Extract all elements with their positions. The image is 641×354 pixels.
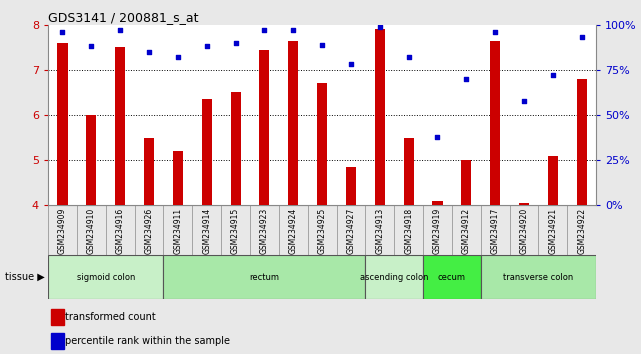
Point (201, 44, 212, 49)
Text: GSM234924: GSM234924 (288, 208, 298, 254)
Text: GSM234920: GSM234920 (519, 208, 529, 254)
Text: rectum: rectum (249, 273, 279, 281)
Bar (144, 138, 154, 205)
Text: cecum: cecum (438, 273, 466, 281)
Text: GSM234917: GSM234917 (490, 208, 500, 254)
Text: sigmoid colon: sigmoid colon (76, 273, 135, 281)
Text: tissue ▶: tissue ▶ (5, 272, 45, 282)
Text: GSM234912: GSM234912 (462, 208, 471, 254)
Bar (115, 47, 125, 205)
Text: GSM234916: GSM234916 (115, 208, 125, 254)
Bar (51, 309, 64, 325)
Bar (375, 29, 385, 205)
Bar (433, 201, 442, 205)
Bar (231, 92, 240, 205)
Point (230, 40, 240, 46)
Bar (87, 115, 96, 205)
Bar (48, 255, 163, 299)
Bar (404, 138, 413, 205)
Text: GDS3141 / 200881_s_at: GDS3141 / 200881_s_at (48, 11, 199, 24)
Bar (519, 203, 529, 205)
Text: GSM234913: GSM234913 (375, 208, 385, 254)
Bar (58, 43, 67, 205)
Bar (202, 99, 212, 205)
Point (461, 76, 471, 82)
Text: GSM234915: GSM234915 (231, 208, 240, 254)
Bar (481, 255, 596, 299)
Point (86, 44, 96, 49)
Text: GSM234926: GSM234926 (144, 208, 154, 254)
Text: GSM234911: GSM234911 (173, 208, 183, 254)
Bar (490, 41, 500, 205)
Bar (173, 151, 183, 205)
Text: ascending colon: ascending colon (360, 273, 428, 281)
Text: GSM234923: GSM234923 (260, 208, 269, 254)
Bar (163, 255, 365, 299)
Point (374, 24, 385, 29)
Text: percentile rank within the sample: percentile rank within the sample (65, 336, 229, 346)
Bar (51, 333, 64, 349)
Bar (548, 156, 558, 205)
Point (404, 55, 414, 60)
Text: GSM234925: GSM234925 (317, 208, 327, 254)
Point (576, 35, 587, 40)
Bar (577, 79, 587, 205)
Point (115, 27, 125, 33)
Bar (288, 41, 298, 205)
Text: transformed count: transformed count (65, 312, 155, 322)
Point (144, 49, 154, 55)
Point (547, 73, 558, 78)
Point (432, 134, 442, 139)
Text: GSM234909: GSM234909 (58, 208, 67, 254)
Text: GSM234914: GSM234914 (202, 208, 212, 254)
Point (172, 55, 183, 60)
Text: GSM234921: GSM234921 (548, 208, 558, 254)
Text: transverse colon: transverse colon (503, 273, 574, 281)
Point (288, 27, 298, 33)
Bar (423, 255, 481, 299)
Text: GSM234927: GSM234927 (346, 208, 356, 254)
Point (519, 98, 529, 103)
Text: GSM234919: GSM234919 (433, 208, 442, 254)
Point (490, 29, 500, 35)
Point (317, 42, 327, 47)
Point (259, 27, 269, 33)
Text: GSM234918: GSM234918 (404, 208, 413, 254)
Point (58, 29, 67, 35)
Bar (260, 50, 269, 205)
Text: GSM234922: GSM234922 (577, 208, 587, 254)
Bar (462, 160, 471, 205)
Point (345, 62, 356, 67)
Text: GSM234910: GSM234910 (87, 208, 96, 254)
Bar (346, 167, 356, 205)
Bar (365, 255, 423, 299)
Bar (317, 84, 327, 205)
